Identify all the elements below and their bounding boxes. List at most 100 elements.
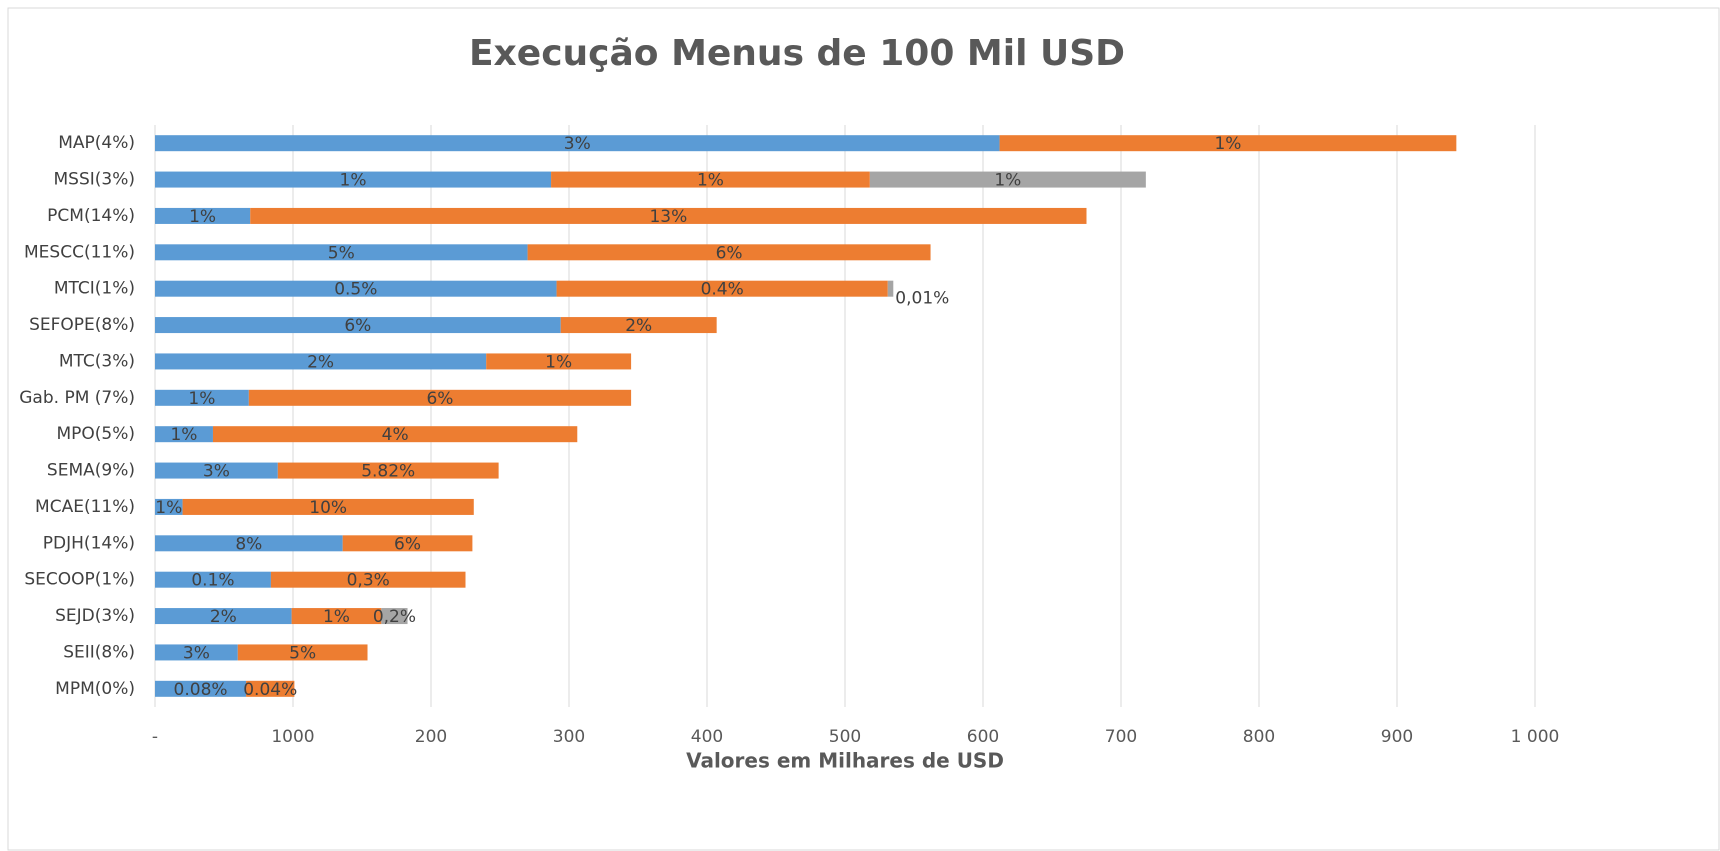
x-tick-label: 600 bbox=[967, 727, 999, 747]
data-label: 5.82% bbox=[361, 462, 415, 482]
data-label: 2% bbox=[210, 607, 237, 627]
bar-segment bbox=[155, 317, 561, 334]
bar-segment bbox=[551, 171, 870, 188]
bar-segment bbox=[155, 207, 251, 224]
y-tick-label: MTCI(1%) bbox=[54, 279, 135, 299]
data-label: 0,2% bbox=[373, 607, 416, 627]
bar-segment bbox=[212, 426, 578, 443]
bar-segment bbox=[291, 608, 382, 625]
y-tick-label: SEMA(9%) bbox=[47, 461, 135, 481]
x-tick-label: 1 000 bbox=[1511, 727, 1560, 747]
x-tick-label: 500 bbox=[829, 727, 861, 747]
data-label: 2% bbox=[307, 352, 334, 372]
bar-segment bbox=[155, 462, 278, 479]
bar-segment bbox=[155, 353, 487, 370]
data-label: 1% bbox=[189, 207, 216, 227]
chart-title: Execução Menus de 100 Mil USD bbox=[469, 33, 1125, 74]
data-label: 6% bbox=[344, 316, 371, 336]
data-label: 13% bbox=[649, 207, 687, 227]
bar-segment bbox=[155, 535, 343, 552]
bar-segment bbox=[155, 135, 1000, 152]
bar-segment bbox=[270, 571, 466, 588]
data-label: 1% bbox=[188, 389, 215, 409]
bar-segment bbox=[277, 462, 499, 479]
y-tick-label: MPM(0%) bbox=[55, 679, 135, 699]
bar-segment bbox=[246, 680, 295, 697]
bar-segment bbox=[248, 389, 632, 406]
bar-segment bbox=[155, 644, 238, 661]
data-label: 1% bbox=[545, 352, 572, 372]
y-tick-label: MAP(4%) bbox=[58, 133, 135, 153]
data-label: 1% bbox=[697, 171, 724, 191]
y-tick-label: SEJD(3%) bbox=[55, 606, 135, 626]
y-tick-label: MCAE(11%) bbox=[35, 497, 135, 517]
y-tick-label: SEFOPE(8%) bbox=[29, 315, 135, 335]
bar-segment bbox=[155, 498, 183, 515]
x-tick-label: 1000 bbox=[271, 727, 314, 747]
y-tick-label: MPO(5%) bbox=[56, 424, 135, 444]
bar-segment bbox=[999, 135, 1457, 152]
y-tick-label: SECOOP(1%) bbox=[24, 570, 135, 590]
y-tick-label: PDJH(14%) bbox=[43, 533, 135, 553]
data-label: 5% bbox=[328, 243, 355, 263]
data-label: 1% bbox=[155, 498, 182, 518]
bar-segment bbox=[155, 680, 247, 697]
x-tick-label: - bbox=[152, 727, 158, 747]
data-label: 1% bbox=[323, 607, 350, 627]
y-tick-label: PCM(14%) bbox=[47, 206, 135, 226]
x-axis-title: Valores em Milhares de USD bbox=[686, 749, 1004, 773]
bar-segment bbox=[155, 171, 552, 188]
data-label: 0,01% bbox=[895, 289, 949, 309]
y-tick-label: SEII(8%) bbox=[63, 642, 135, 662]
data-label: 6% bbox=[426, 389, 453, 409]
y-tick-label: MSSI(3%) bbox=[54, 170, 136, 190]
data-label: 8% bbox=[235, 534, 262, 554]
bar-segment bbox=[155, 608, 292, 625]
data-label: 1% bbox=[1214, 134, 1241, 154]
bar-segment bbox=[381, 608, 408, 625]
data-label: 1% bbox=[170, 425, 197, 445]
bar-segment bbox=[869, 171, 1146, 188]
bar-segment bbox=[556, 280, 888, 297]
data-label: 6% bbox=[394, 534, 421, 554]
data-label: 3% bbox=[183, 643, 210, 663]
bar-segment bbox=[250, 207, 1087, 224]
data-label: 0.1% bbox=[191, 571, 234, 591]
bar-segment bbox=[155, 389, 249, 406]
bar-segment bbox=[155, 280, 557, 297]
data-label: 3% bbox=[564, 134, 591, 154]
x-tick-label: 700 bbox=[1105, 727, 1137, 747]
x-tick-label: 900 bbox=[1381, 727, 1413, 747]
bar-segment bbox=[155, 244, 528, 261]
y-tick-label: Gab. PM (7%) bbox=[19, 388, 135, 408]
x-tick-label: 800 bbox=[1243, 727, 1275, 747]
data-label: 6% bbox=[716, 243, 743, 263]
x-tick-label: 200 bbox=[415, 727, 447, 747]
data-label: 0.5% bbox=[334, 280, 377, 300]
bar-segment bbox=[486, 353, 632, 370]
bar-segment bbox=[182, 498, 474, 515]
bar-segment bbox=[560, 317, 717, 334]
y-tick-label: MTC(3%) bbox=[59, 351, 135, 371]
data-label: 4% bbox=[382, 425, 409, 445]
data-label: 0.04% bbox=[243, 680, 297, 700]
data-label: 3% bbox=[203, 462, 230, 482]
bar-segment bbox=[342, 535, 473, 552]
data-label: 10% bbox=[309, 498, 347, 518]
data-label: 0,3% bbox=[347, 571, 390, 591]
data-label: 5% bbox=[289, 643, 316, 663]
y-tick-label: MESCC(11%) bbox=[24, 242, 135, 262]
bar-segment bbox=[155, 571, 271, 588]
bar-segment bbox=[237, 644, 368, 661]
data-label: 0.08% bbox=[174, 680, 228, 700]
bar-segment bbox=[155, 426, 213, 443]
bar-segment bbox=[887, 280, 894, 297]
x-tick-label: 300 bbox=[553, 727, 585, 747]
data-label: 0.4% bbox=[701, 280, 744, 300]
data-label: 1% bbox=[994, 171, 1021, 191]
x-tick-label: 400 bbox=[691, 727, 723, 747]
bar-segment bbox=[527, 244, 931, 261]
data-label: 2% bbox=[625, 316, 652, 336]
data-label: 1% bbox=[340, 171, 367, 191]
